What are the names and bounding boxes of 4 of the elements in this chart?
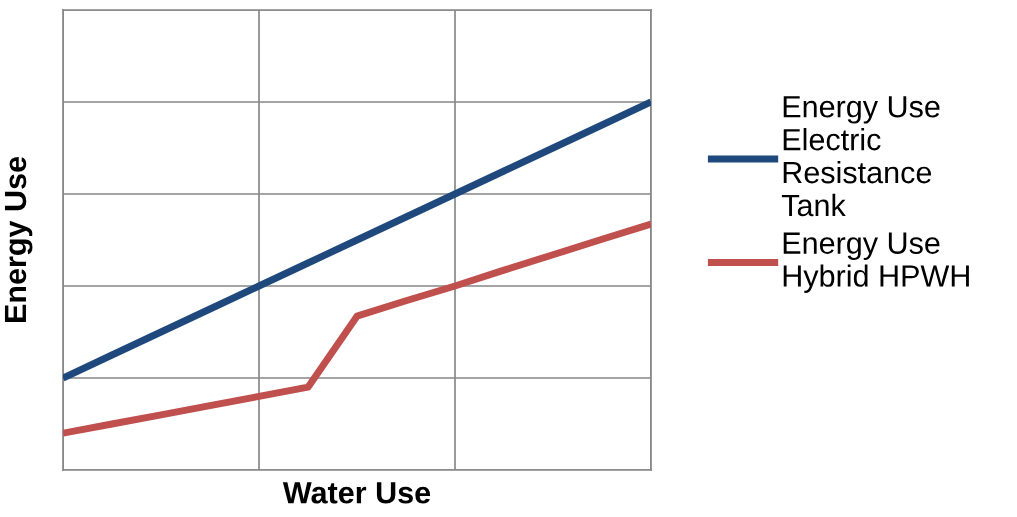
x-axis-title: Water Use [282,482,431,504]
y-axis-title: Energy Use [4,156,33,323]
legend-label: Energy Use Hybrid HPWH [783,232,969,293]
legend-label: Energy Use Electric Resistance Tank [781,96,940,217]
